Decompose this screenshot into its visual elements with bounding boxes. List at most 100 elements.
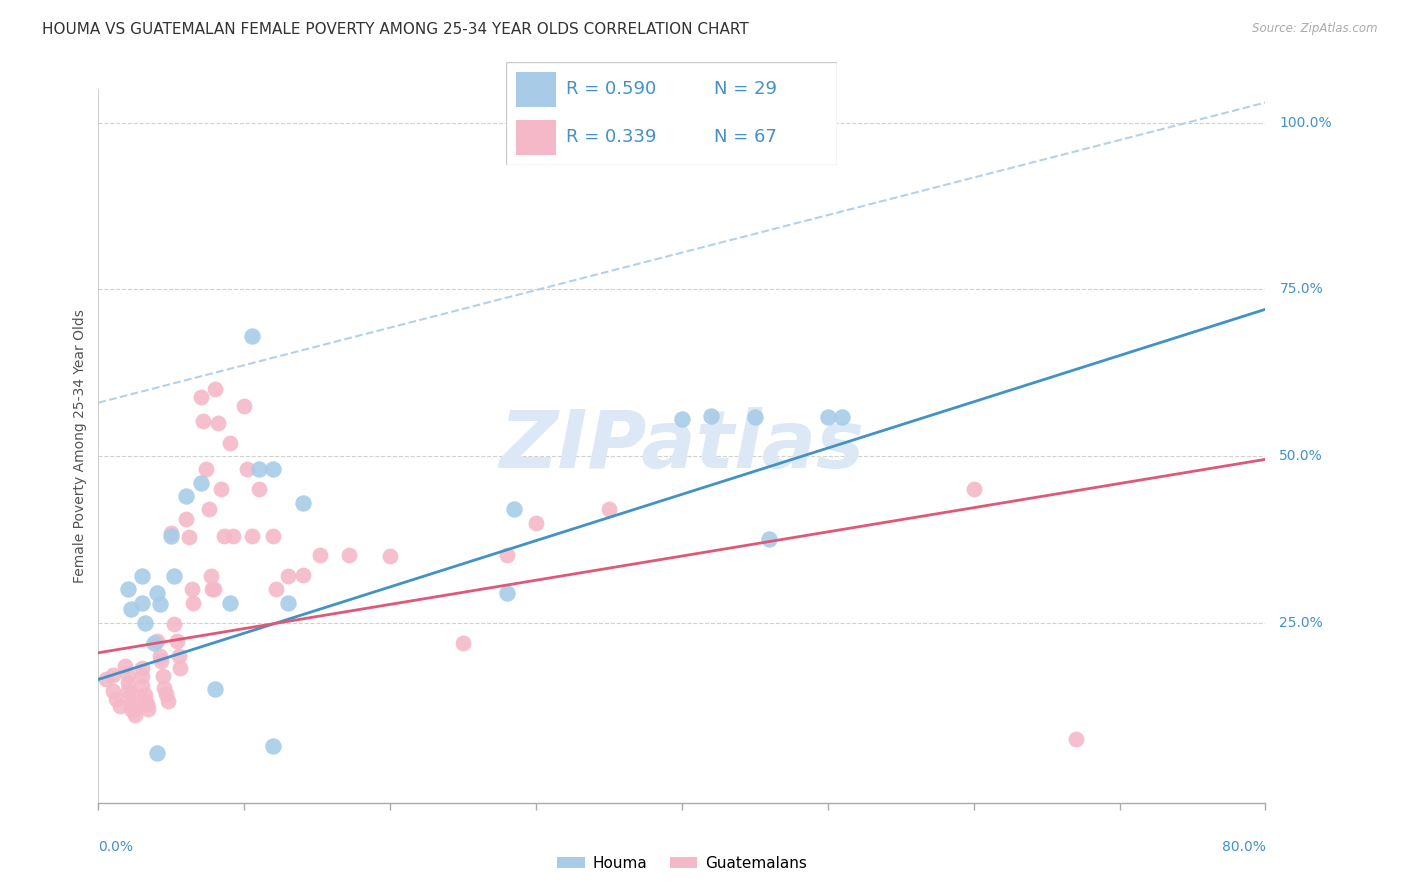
- Point: [277, 569, 299, 583]
- Point: [247, 483, 270, 497]
- Point: [134, 615, 156, 630]
- Point: [167, 649, 190, 664]
- Point: [744, 410, 766, 425]
- Point: [142, 636, 165, 650]
- Point: [160, 525, 183, 540]
- Point: [157, 694, 180, 708]
- Point: [177, 530, 200, 544]
- Point: [94, 673, 117, 687]
- Point: [120, 702, 142, 716]
- Point: [962, 483, 984, 497]
- Point: [200, 569, 222, 583]
- Point: [204, 682, 226, 697]
- Point: [114, 659, 136, 673]
- Text: 25.0%: 25.0%: [1279, 615, 1323, 630]
- Point: [163, 569, 186, 583]
- Point: [240, 529, 263, 543]
- Point: [378, 549, 402, 563]
- Point: [204, 382, 226, 396]
- Point: [160, 529, 183, 543]
- Point: [495, 585, 517, 599]
- Point: [149, 649, 172, 664]
- Point: [120, 687, 142, 701]
- Text: R = 0.339: R = 0.339: [565, 128, 657, 146]
- Point: [174, 512, 197, 526]
- Point: [150, 654, 173, 668]
- Point: [146, 746, 169, 760]
- Text: ZIPatlas: ZIPatlas: [499, 407, 865, 485]
- Point: [153, 681, 176, 695]
- Point: [524, 516, 547, 530]
- Text: HOUMA VS GUATEMALAN FEMALE POVERTY AMONG 25-34 YEAR OLDS CORRELATION CHART: HOUMA VS GUATEMALAN FEMALE POVERTY AMONG…: [42, 22, 749, 37]
- Point: [101, 683, 124, 698]
- Point: [700, 409, 723, 423]
- Point: [193, 414, 215, 428]
- Text: 100.0%: 100.0%: [1279, 116, 1331, 129]
- Point: [262, 529, 284, 543]
- Point: [201, 582, 224, 597]
- Point: [190, 390, 212, 404]
- Point: [291, 496, 314, 510]
- Point: [218, 435, 240, 450]
- Y-axis label: Female Poverty Among 25-34 Year Olds: Female Poverty Among 25-34 Year Olds: [73, 309, 87, 583]
- Point: [110, 699, 132, 714]
- Point: [495, 548, 517, 562]
- Point: [209, 483, 232, 497]
- Point: [136, 702, 159, 716]
- Point: [337, 548, 360, 562]
- Point: [198, 502, 221, 516]
- Point: [758, 533, 780, 547]
- Point: [120, 696, 142, 710]
- Point: [155, 687, 177, 701]
- Point: [131, 661, 153, 675]
- Legend: Houma, Guatemalans: Houma, Guatemalans: [551, 850, 813, 877]
- Text: 0.0%: 0.0%: [98, 840, 134, 854]
- Point: [212, 529, 235, 543]
- Point: [1064, 732, 1087, 747]
- Point: [166, 634, 188, 648]
- Point: [233, 399, 256, 413]
- Point: [149, 597, 172, 611]
- Point: [262, 739, 284, 753]
- Point: [181, 596, 204, 610]
- Point: [817, 410, 839, 425]
- Point: [190, 475, 212, 490]
- Point: [240, 329, 263, 343]
- Point: [131, 679, 153, 693]
- Point: [131, 596, 153, 610]
- Point: [174, 489, 197, 503]
- Point: [169, 661, 191, 675]
- Point: [671, 412, 693, 426]
- Text: N = 29: N = 29: [714, 80, 778, 98]
- Point: [135, 697, 157, 711]
- Point: [503, 502, 526, 516]
- Point: [202, 582, 225, 597]
- Point: [180, 582, 202, 597]
- Point: [101, 667, 124, 681]
- Point: [218, 596, 240, 610]
- Point: [146, 585, 169, 599]
- Point: [124, 707, 146, 722]
- Point: [104, 692, 127, 706]
- Point: [124, 702, 146, 716]
- Point: [598, 502, 620, 516]
- Text: R = 0.590: R = 0.590: [565, 80, 655, 98]
- Point: [134, 688, 156, 702]
- FancyBboxPatch shape: [506, 62, 837, 165]
- Point: [146, 634, 169, 648]
- Point: [195, 462, 218, 476]
- Point: [291, 567, 314, 582]
- Point: [236, 462, 259, 476]
- Point: [120, 602, 142, 616]
- Point: [152, 669, 174, 683]
- Point: [117, 582, 139, 597]
- Text: 80.0%: 80.0%: [1222, 840, 1265, 854]
- Text: 75.0%: 75.0%: [1279, 282, 1323, 296]
- Point: [277, 596, 299, 610]
- Point: [117, 667, 139, 681]
- Point: [131, 669, 153, 683]
- FancyBboxPatch shape: [516, 71, 555, 106]
- Point: [221, 529, 243, 543]
- Text: 50.0%: 50.0%: [1279, 449, 1323, 463]
- Point: [266, 582, 288, 597]
